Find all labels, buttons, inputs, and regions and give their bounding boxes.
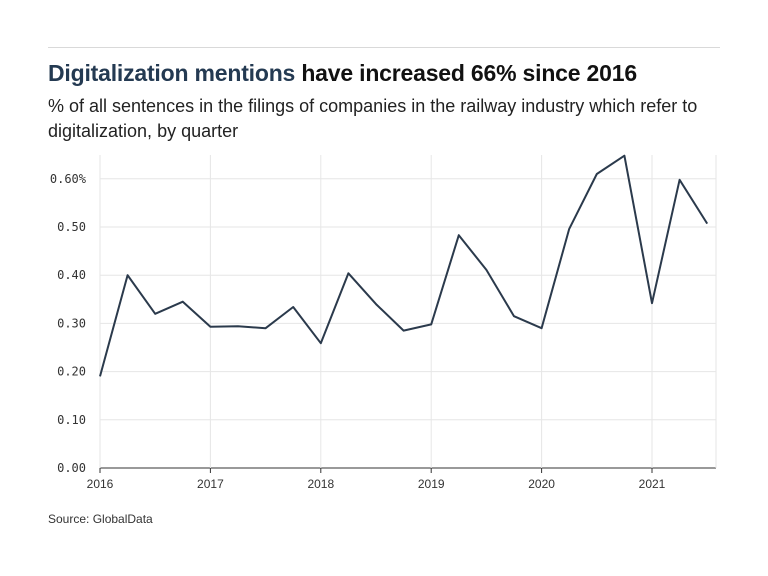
y-tick-label: 0.60% [50,172,87,186]
source-note: Source: GlobalData [48,512,153,526]
x-tick-label: 2021 [639,477,666,491]
tick-labels: 0.00 0.10 0.20 0.30 0.40 0.50 0.60% 2016 2017 201… [50,172,666,491]
y-tick-label: 0.40 [57,268,86,282]
x-tick-label: 2016 [87,477,114,491]
x-tick-label: 2018 [307,477,334,491]
y-tick-label: 0.20 [57,365,86,379]
top-divider [48,47,720,48]
x-tick-label: 2020 [528,477,555,491]
title-highlight: Digitalization mentions [48,60,296,86]
title-rest: have increased 66% since 2016 [295,60,637,86]
y-tick-label: 0.00 [57,461,86,475]
x-tick-label: 2019 [418,477,445,491]
y-tick-label: 0.30 [57,316,86,330]
x-tick-label: 2017 [197,477,224,491]
y-tick-label: 0.10 [57,413,86,427]
y-tick-label: 0.50 [57,220,86,234]
gridlines [99,155,717,473]
series-line [99,154,709,377]
chart-title: Digitalization mentions have increased 6… [48,60,637,87]
chart-subtitle: % of all sentences in the filings of com… [48,96,698,141]
